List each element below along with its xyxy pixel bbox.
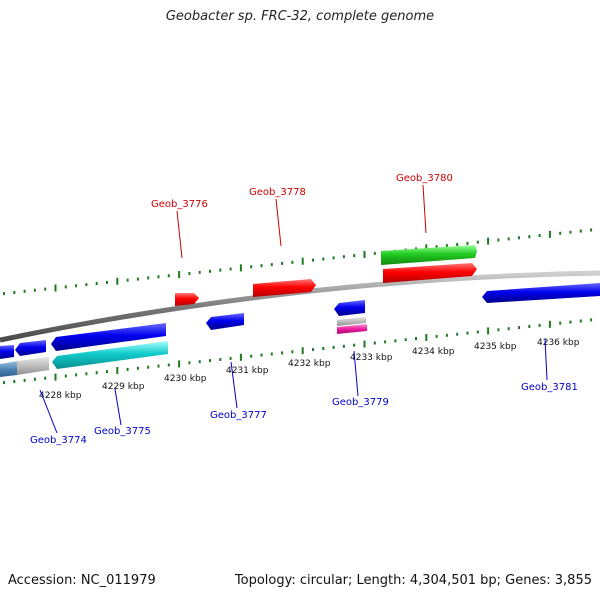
gene-reverse-gray[interactable] [17, 357, 49, 375]
label-leaders [39, 184, 548, 434]
gene-reverse-long[interactable] [482, 283, 600, 303]
gene-forward[interactable] [383, 263, 477, 283]
gene-reverse-pink[interactable] [337, 324, 367, 334]
gene-reverse-long[interactable] [51, 323, 166, 351]
genome-summary-text: Topology: circular; Length: 4,304,501 bp… [234, 573, 592, 588]
gene-reverse-steel[interactable] [0, 361, 17, 377]
tick-label: 4235 kbp [474, 342, 517, 352]
gene-reverse-cyan[interactable] [52, 341, 168, 369]
gene-reverse[interactable] [334, 300, 365, 316]
gene-label-reverse[interactable]: Geob_3779 [332, 397, 389, 408]
reverse-tick-track [3, 318, 593, 385]
gene-label-reverse[interactable]: Geob_3777 [210, 410, 267, 421]
accession-text: Accession: NC_011979 [8, 573, 156, 588]
gene-forward-green[interactable] [381, 245, 477, 265]
forward-tick-track [3, 228, 593, 296]
map-title: Geobacter sp. FRC-32, complete genome [165, 9, 435, 24]
gene-reverse[interactable] [15, 340, 46, 356]
gene-reverse[interactable] [206, 313, 244, 330]
gene-label-reverse[interactable]: Geob_3775 [94, 426, 151, 437]
tick-label: 4236 kbp [537, 338, 580, 348]
gene-forward-small[interactable] [175, 293, 199, 306]
tick-label: 4234 kbp [412, 347, 455, 357]
gene-label-forward[interactable]: Geob_3780 [396, 173, 453, 184]
tick-label: 4233 kbp [350, 353, 393, 363]
gene-reverse-gray[interactable] [337, 317, 366, 326]
tick-labels: 4228 kbp 4229 kbp 4230 kbp 4231 kbp 4232… [39, 338, 580, 401]
gene-label-forward[interactable]: Geob_3776 [151, 199, 208, 210]
tick-label: 4231 kbp [226, 366, 269, 376]
gene-label-reverse[interactable]: Geob_3774 [30, 435, 87, 446]
tick-label: 4232 kbp [288, 359, 331, 369]
gene-label-forward[interactable]: Geob_3778 [249, 187, 306, 198]
tick-label: 4228 kbp [39, 391, 82, 401]
gene-forward[interactable] [253, 279, 316, 297]
gene-reverse[interactable] [0, 345, 14, 359]
tick-label: 4229 kbp [102, 382, 145, 392]
gene-label-reverse[interactable]: Geob_3781 [521, 382, 578, 393]
tick-label: 4230 kbp [164, 374, 207, 384]
